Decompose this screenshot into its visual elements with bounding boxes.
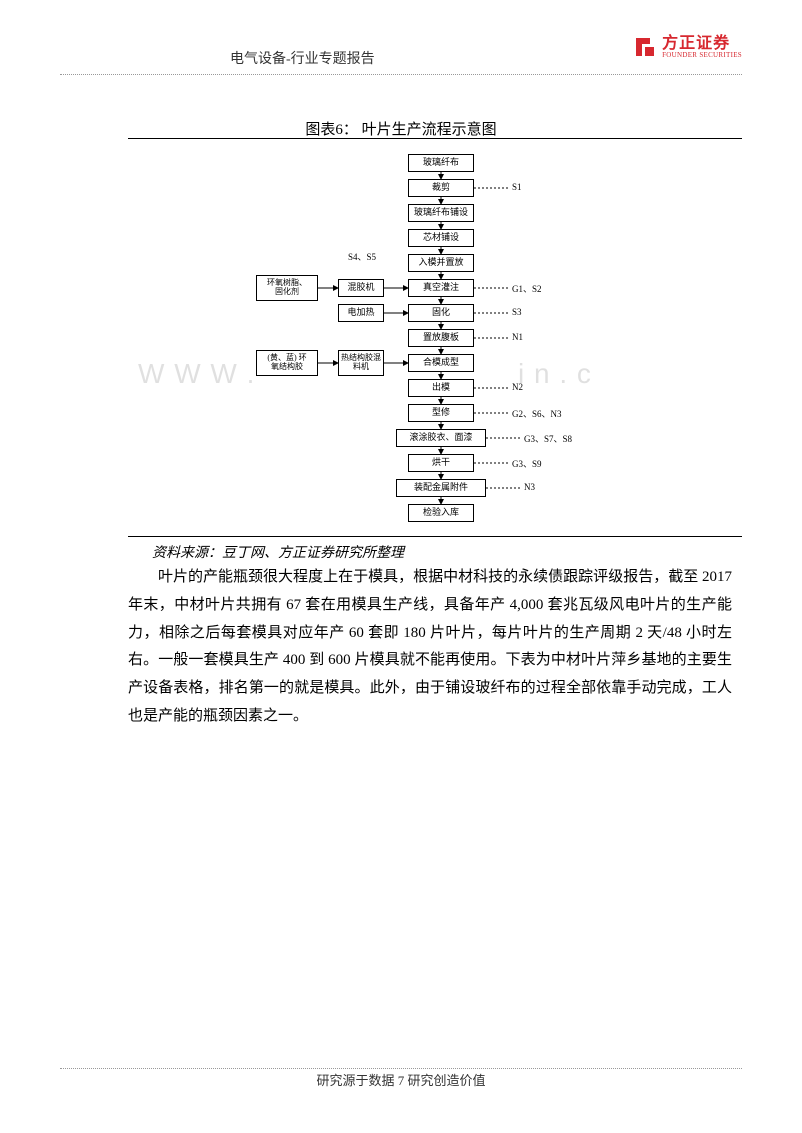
header-divider [60, 74, 742, 75]
flow-right-label: S3 [512, 307, 522, 317]
flow-node: 玻璃纤布铺设 [408, 204, 474, 222]
figure-source: 资料来源：豆丁网、方正证券研究所整理 [152, 542, 404, 562]
flow-input-node: 环氧树脂、固化剂 [256, 275, 318, 301]
flow-right-label: N2 [512, 382, 523, 392]
flow-node: 出模 [408, 379, 474, 397]
flow-node: 入模并置放 [408, 254, 474, 272]
flow-top-label: S4、S5 [348, 250, 376, 263]
flow-right-label: G3、S7、S8 [524, 432, 572, 445]
footer-divider [60, 1068, 742, 1069]
flow-right-label: G1、S2 [512, 282, 542, 295]
flow-right-label: N3 [524, 482, 535, 492]
flow-node: 真空灌注 [408, 279, 474, 297]
logo-cn: 方正证券 [662, 36, 742, 52]
figure-top-rule [128, 138, 742, 139]
logo-en: FOUNDER SECURITIES [662, 52, 742, 59]
flow-right-label: G3、S9 [512, 457, 542, 470]
flow-node: 滚涂胶衣、面漆 [396, 429, 486, 447]
flow-node: 装配金属附件 [396, 479, 486, 497]
footer-text: 研究源于数据 7 研究创造价值 [0, 1070, 802, 1089]
flow-node: 型修 [408, 404, 474, 422]
flow-node: 检验入库 [408, 504, 474, 522]
logo-mark-icon [632, 34, 658, 60]
watermark-right: i n . c [518, 358, 592, 390]
flow-node: 芯材铺设 [408, 229, 474, 247]
flow-side-node: 电加热 [338, 304, 384, 322]
watermark-left: W W W . [138, 358, 255, 390]
flow-side-node: 混胶机 [338, 279, 384, 297]
flowchart: W W W . i n . c 玻璃纤布裁剪 S1 玻璃纤布铺设芯材铺设入模并置放 S… [128, 148, 742, 534]
flow-node: 烘干 [408, 454, 474, 472]
flow-input-node: (黄、蓝) 环氧结构胶 [256, 350, 318, 376]
flow-node: 合模成型 [408, 354, 474, 372]
flow-side-node: 热结构胶混料机 [338, 350, 384, 376]
body-paragraph: 叶片的产能瓶颈很大程度上在于模具，根据中材科技的永续债跟踪评级报告，截至 201… [128, 564, 732, 731]
flow-node: 玻璃纤布 [408, 154, 474, 172]
brand-logo: 方正证券 FOUNDER SECURITIES [632, 34, 742, 60]
flow-right-label: S1 [512, 182, 522, 192]
figure-bottom-rule [128, 536, 742, 537]
logo-text: 方正证券 FOUNDER SECURITIES [662, 36, 742, 59]
figure-title: 图表6： 叶片生产流程示意图 [0, 118, 802, 139]
header-title: 电气设备-行业专题报告 [230, 48, 375, 68]
flow-right-label: N1 [512, 332, 523, 342]
flow-node: 裁剪 [408, 179, 474, 197]
flow-right-label: G2、S6、N3 [512, 407, 562, 420]
page-header: 电气设备-行业专题报告 方正证券 FOUNDER SECURITIES [0, 44, 802, 84]
flow-node: 固化 [408, 304, 474, 322]
flow-node: 置放腹板 [408, 329, 474, 347]
